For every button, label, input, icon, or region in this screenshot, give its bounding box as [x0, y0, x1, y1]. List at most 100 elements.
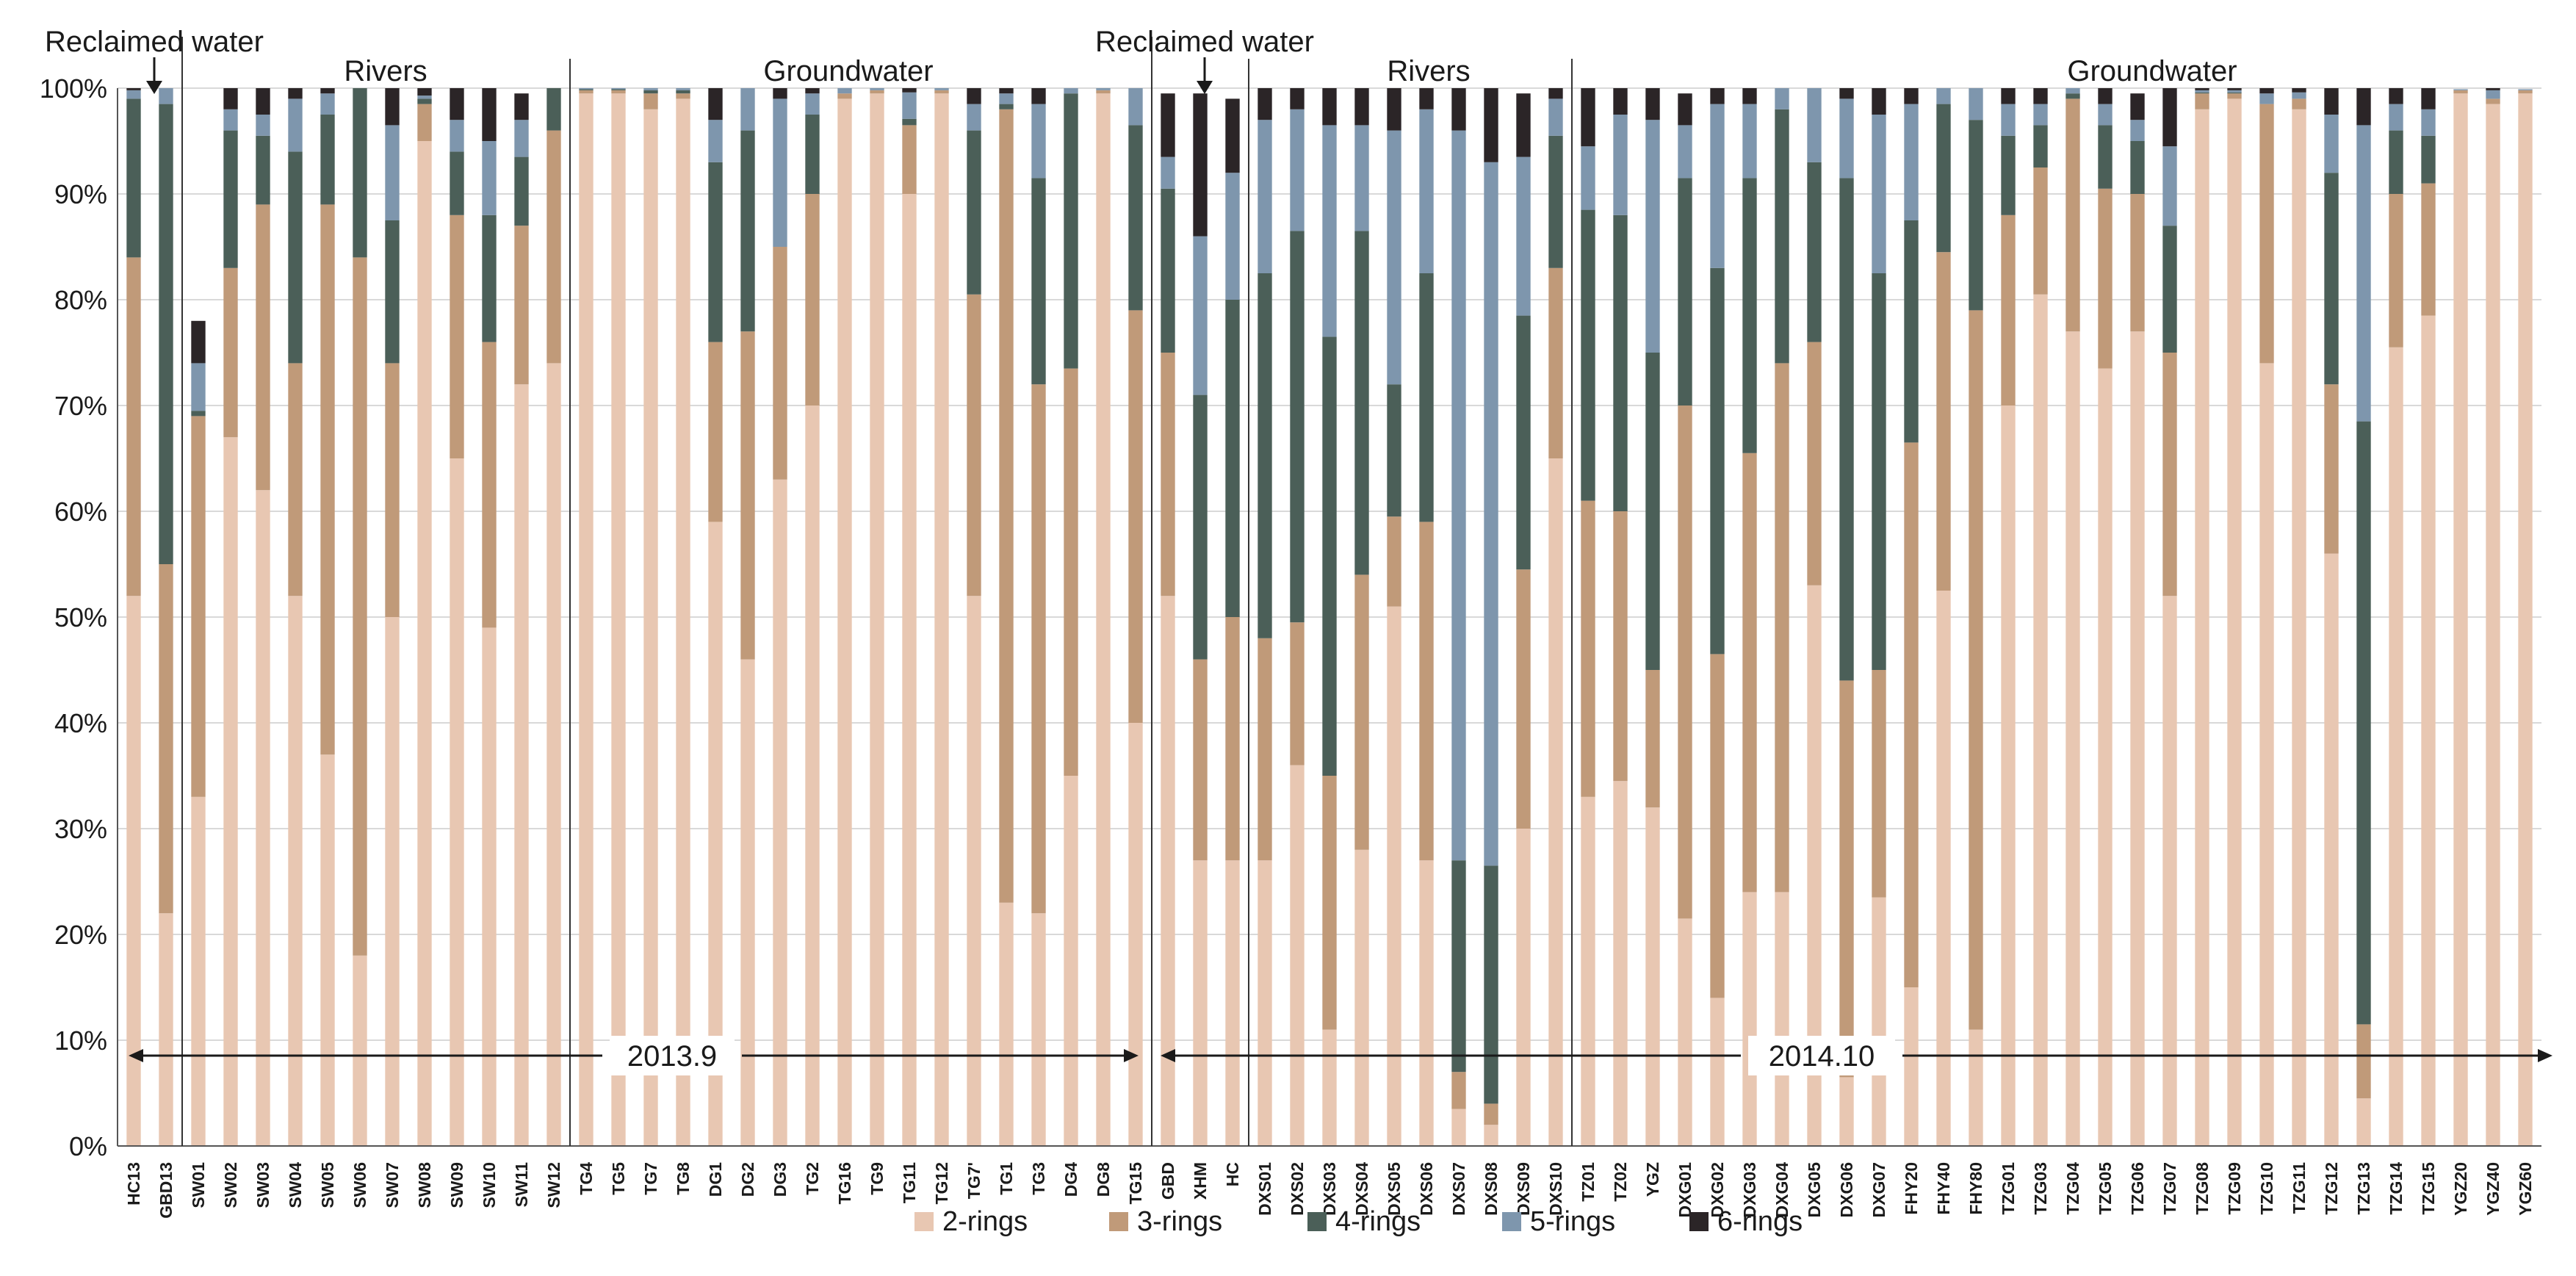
bar-DXG04-2-rings: [1775, 892, 1789, 1146]
bar-DXS08-6-rings: [1484, 88, 1498, 162]
bar-TG16-2-rings: [837, 98, 852, 1146]
bar-DG2-2-rings: [740, 659, 755, 1146]
legend-swatch-5-rings: [1502, 1212, 1521, 1231]
group-dividers: [181, 37, 1573, 1146]
bar-TZG15-4-rings: [2421, 135, 2436, 184]
bar-TG3-5-rings: [1031, 104, 1046, 179]
bar-FHY40-2-rings: [1936, 591, 1951, 1146]
bar-TZG08-5-rings: [2195, 90, 2209, 93]
x-tick-label: TZG14: [2386, 1162, 2406, 1215]
bar-DXG01-4-rings: [1678, 178, 1692, 405]
bar-DG3-6-rings: [773, 88, 787, 99]
bar-GBD13-4-rings: [159, 104, 173, 565]
bar-SW03-5-rings: [256, 115, 270, 136]
bar-DXS07-3-rings: [1451, 1072, 1466, 1109]
bar-TZG05-5-rings: [2098, 104, 2113, 126]
x-tick-label: SW05: [318, 1162, 337, 1208]
legend-label: 2-rings: [942, 1206, 1028, 1237]
y-tick-label: 30%: [54, 814, 107, 844]
reclaimed-water-arrowhead-2013: [146, 81, 162, 94]
bar-SW07-3-rings: [385, 363, 400, 617]
y-tick-label: 0%: [69, 1131, 107, 1161]
bar-TG11-6-rings: [902, 88, 917, 93]
bar-DXS10-5-rings: [1548, 98, 1563, 136]
bar-TG5-3-rings: [611, 90, 626, 94]
x-tick-label: TG15: [1126, 1162, 1145, 1205]
bar-TZ02-3-rings: [1613, 511, 1628, 782]
bar-SW09-6-rings: [450, 88, 464, 120]
bar-DG1-5-rings: [708, 120, 723, 162]
bar-TZG08-3-rings: [2195, 93, 2209, 109]
period-2013-arrowhead-left: [129, 1049, 143, 1062]
y-tick-label: 10%: [54, 1026, 107, 1056]
bar-TZG04-4-rings: [2066, 93, 2080, 99]
bar-GBD13-5-rings: [159, 88, 173, 104]
bar-DXS04-4-rings: [1354, 231, 1369, 575]
bar-TG1-4-rings: [999, 104, 1014, 109]
bar-SW01-3-rings: [191, 416, 206, 797]
bar-TG7'-5-rings: [967, 104, 981, 131]
bar-HC13-2-rings: [126, 596, 141, 1146]
x-tick-label: HC: [1223, 1162, 1242, 1186]
bar-TG4-5-rings: [579, 88, 594, 90]
x-tick-label: TG4: [577, 1162, 596, 1195]
bar-TG8-5-rings: [676, 88, 690, 90]
x-axis-tick-labels: HC13 GBD13 SW01 SW02 SW03 SW04 SW05 SW06 SW07 SW0…: [124, 1162, 2535, 1219]
bar-YGZ40-5-rings: [2486, 90, 2500, 99]
bar-SW11-3-rings: [514, 226, 529, 385]
bar-SW11-2-rings: [514, 384, 529, 1147]
x-tick-label: TG12: [932, 1162, 951, 1205]
bar-TG2-5-rings: [805, 93, 820, 115]
bar-GBD13-3-rings: [159, 564, 173, 914]
bar-TZG06-2-rings: [2130, 331, 2145, 1147]
bar-DG4-5-rings: [1064, 88, 1078, 94]
bar-FHY20-5-rings: [1904, 104, 1919, 220]
bar-DXS09-3-rings: [1516, 569, 1531, 829]
bar-SW10-5-rings: [482, 141, 497, 215]
bar-DXS08-4-rings: [1484, 865, 1498, 1104]
bar-TG9-3-rings: [870, 90, 884, 94]
bar-GBD-6-rings: [1161, 93, 1175, 157]
bar-TG12-3-rings: [934, 90, 949, 94]
bar-DXS03-4-rings: [1322, 336, 1337, 776]
bar-TZG15-6-rings: [2421, 88, 2436, 109]
x-tick-label: SW04: [286, 1162, 305, 1208]
y-tick-label: 40%: [54, 708, 107, 738]
bar-YGZ60-2-rings: [2518, 93, 2533, 1147]
bar-FHY20-4-rings: [1904, 220, 1919, 443]
bar-TZG08-6-rings: [2195, 88, 2209, 90]
bar-TZG14-4-rings: [2389, 130, 2403, 194]
x-tick-label: DXG06: [1837, 1162, 1856, 1217]
bar-XHM-6-rings: [1193, 93, 1208, 237]
bar-DXG02-5-rings: [1710, 104, 1725, 268]
bar-GBD-3-rings: [1161, 353, 1175, 596]
bar-DXS06-4-rings: [1419, 273, 1434, 522]
bar-DXS01-6-rings: [1258, 88, 1272, 120]
bar-TG4-2-rings: [579, 93, 594, 1147]
x-tick-label: TG16: [835, 1162, 854, 1205]
bar-DXG05-5-rings: [1807, 88, 1822, 162]
bar-DXS02-2-rings: [1290, 765, 1305, 1146]
bar-TZG14-3-rings: [2389, 194, 2403, 347]
bar-TG5-2-rings: [611, 93, 626, 1147]
bar-XHM-5-rings: [1193, 236, 1208, 395]
bar-TG9-5-rings: [870, 88, 884, 90]
axes: [117, 88, 2541, 1147]
x-tick-label: SW09: [447, 1162, 466, 1208]
bar-DXS03-5-rings: [1322, 125, 1337, 337]
bar-TZG01-3-rings: [2001, 215, 2016, 405]
groundwater-label-2013: Groundwater: [763, 55, 933, 87]
bar-FHY80-4-rings: [1969, 120, 1983, 311]
x-tick-label: YGZ40: [2483, 1162, 2503, 1216]
bar-SW04-3-rings: [288, 363, 303, 596]
bar-SW01-6-rings: [191, 320, 206, 364]
bar-GBD-2-rings: [1161, 596, 1175, 1146]
legend-label: 5-rings: [1530, 1206, 1615, 1237]
bar-SW06-2-rings: [353, 955, 367, 1146]
bar-TG11-4-rings: [902, 118, 917, 126]
bar-HC13-4-rings: [126, 98, 141, 258]
bar-DXS10-3-rings: [1548, 267, 1563, 458]
bar-DXS02-4-rings: [1290, 231, 1305, 623]
bar-DXG05-2-rings: [1807, 585, 1822, 1146]
bar-DXG05-4-rings: [1807, 162, 1822, 342]
